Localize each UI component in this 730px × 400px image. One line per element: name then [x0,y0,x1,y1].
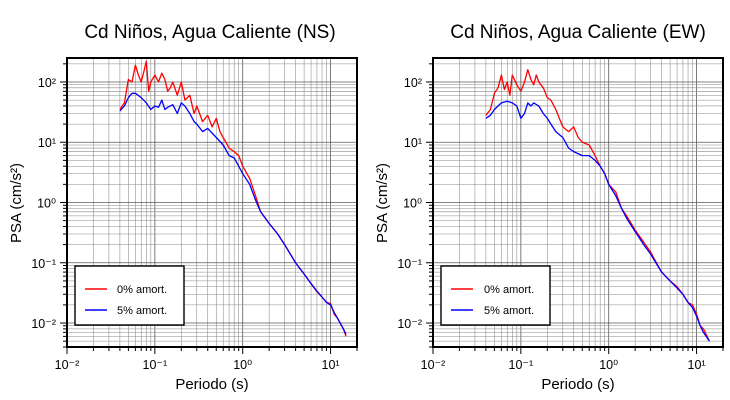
x-tick-label: 10⁻² [55,358,80,372]
series-lines-ns [119,60,347,337]
x-ticks-ns: 10⁻² 10⁻¹ 10⁰ 10¹ [55,347,358,372]
x-axis-label-ew: Periodo (s) [541,376,614,393]
legend-label-ns-0: 0% amort. [117,284,167,296]
x-tick-label: 10¹ [688,358,706,372]
legend-label-ns-1: 5% amort. [117,305,167,317]
y-axis-label-ew: PSA (cm/s²) [374,163,391,243]
chart-title-ew: Cd Niños, Agua Caliente (EW) [450,22,706,43]
y-tick-label: 10⁻¹ [397,257,422,271]
y-axis-label-ns: PSA (cm/s²) [8,163,25,243]
y-ticks-ns: 10⁻² 10⁻¹ 10⁰ 10¹ 10² [31,63,67,348]
chart-ns: Cd Niños, Agua Caliente (NS) 10⁻² 10⁻¹ 10⁰… [8,22,358,393]
y-tick-label: 10⁰ [37,197,56,211]
chart-title-ns: Cd Niños, Agua Caliente (NS) [84,22,335,43]
x-ticks-ew: 10⁻² 10⁻¹ 10⁰ 10¹ [421,347,724,372]
legend-label-ew-0: 0% amort. [484,284,534,296]
x-tick-label: 10⁰ [599,358,618,372]
series-line-ns-1 [119,92,347,335]
x-axis-label-ns: Periodo (s) [175,376,248,393]
chart-ew: Cd Niños, Agua Caliente (EW) 10⁻² 10⁻¹ 10⁰… [374,22,724,393]
legend-ns: 0% amort. 5% amort. [74,265,185,326]
legend-label-ew-1: 5% amort. [484,305,534,317]
y-tick-label: 10⁻² [31,317,56,331]
x-tick-label: 10¹ [322,358,340,372]
legend-box-ew [440,265,551,326]
y-ticks-ew: 10⁻² 10⁻¹ 10⁰ 10¹ 10² [397,63,433,348]
series-lines-ew [485,69,710,342]
series-line-ew-1 [485,100,710,342]
y-tick-label: 10⁰ [403,197,422,211]
legend-box-ns [74,265,185,326]
legend-ew: 0% amort. 5% amort. [440,265,551,326]
x-tick-label: 10⁻¹ [509,358,534,372]
y-tick-label: 10⁻² [397,317,422,331]
y-tick-label: 10¹ [404,136,422,150]
x-tick-label: 10⁻¹ [143,358,168,372]
y-tick-label: 10² [404,76,422,90]
y-tick-label: 10⁻¹ [31,257,56,271]
y-tick-label: 10¹ [38,136,56,150]
x-tick-label: 10⁻² [421,358,446,372]
x-tick-label: 10⁰ [233,358,252,372]
y-tick-label: 10² [38,76,56,90]
